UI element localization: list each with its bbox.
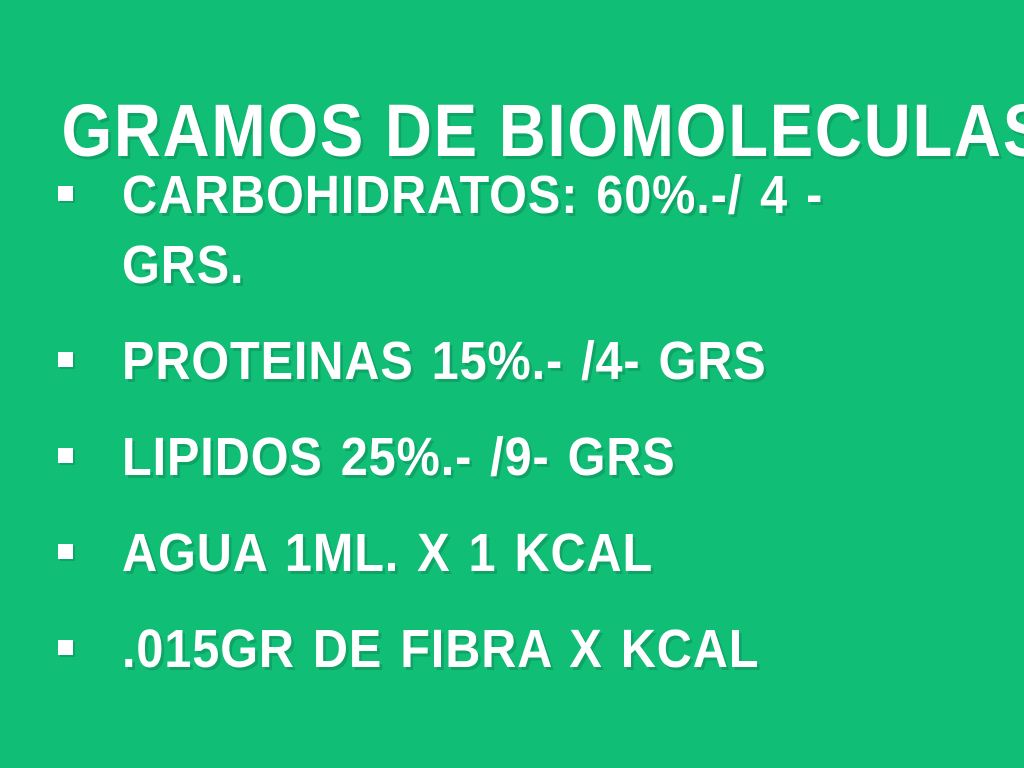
square-bullet-icon	[58, 544, 73, 559]
list-item: .015GR DE FIBRA X KCAL	[52, 614, 992, 684]
list-item-label: PROTEINAS 15%.- /4- GRS	[122, 331, 767, 391]
square-bullet-icon	[58, 640, 73, 655]
list-item: LIPIDOS 25%.- /9- GRS	[52, 422, 992, 492]
list-item-label: LIPIDOS 25%.- /9- GRS	[122, 427, 676, 487]
bullet-list: CARBOHIDRATOS: 60%.-/ 4 - GRS. PROTEINAS…	[52, 160, 992, 710]
list-item-label: .015GR DE FIBRA X KCAL	[122, 619, 760, 679]
square-bullet-icon	[58, 352, 73, 367]
list-item: PROTEINAS 15%.- /4- GRS	[52, 326, 992, 396]
list-item-label: CARBOHIDRATOS: 60%.-/ 4 - GRS.	[122, 165, 824, 295]
list-item: CARBOHIDRATOS: 60%.-/ 4 - GRS.	[52, 160, 962, 300]
square-bullet-icon	[58, 448, 73, 463]
list-item-label: AGUA 1ML. X 1 KCAL	[122, 523, 654, 583]
page-title: GRAMOS DE BIOMOLECULAS	[61, 88, 1024, 172]
square-bullet-icon	[58, 186, 73, 201]
list-item: AGUA 1ML. X 1 KCAL	[52, 518, 992, 588]
